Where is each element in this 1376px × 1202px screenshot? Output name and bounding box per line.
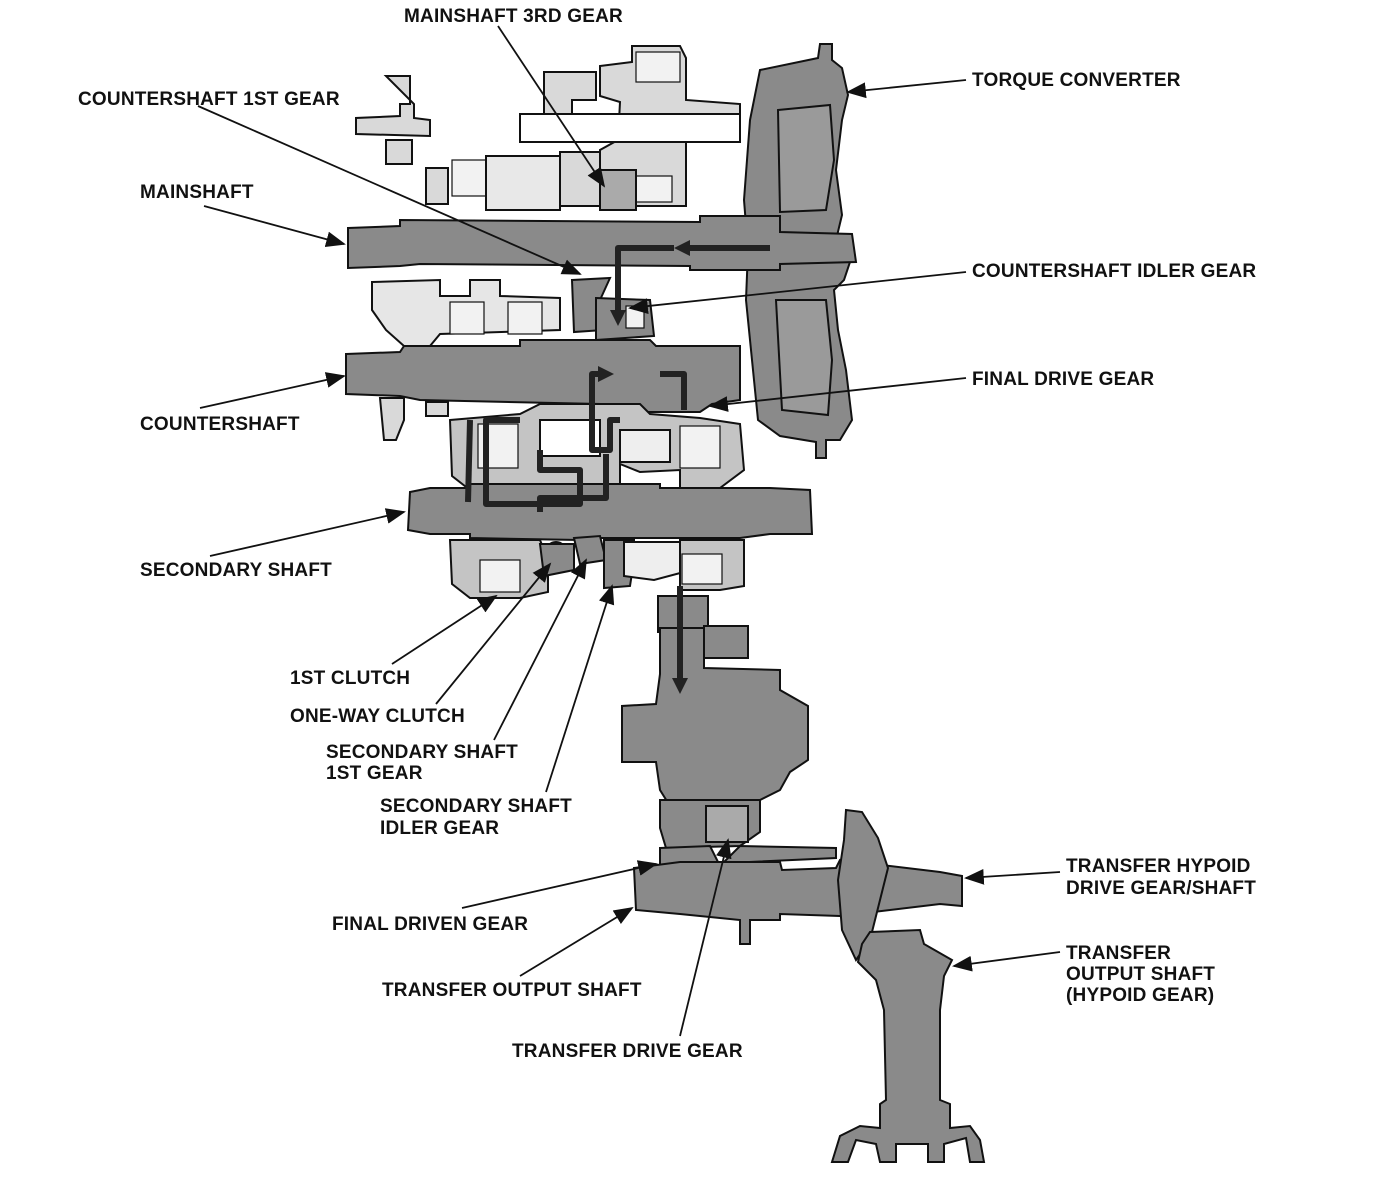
mainshaft xyxy=(347,215,858,271)
label-secondary-shaft-idler-gear-line1: SECONDARY SHAFT xyxy=(380,796,572,817)
differential-assembly xyxy=(621,595,837,868)
label-countershaft-idler-gear: COUNTERSHAFT IDLER GEAR xyxy=(972,261,1256,282)
leader-torque-converter xyxy=(846,79,967,99)
leader-transfer-output-hypoid xyxy=(952,951,1061,972)
leader-transfer-drive-gear xyxy=(679,838,732,1037)
label-countershaft-1st-gear: COUNTERSHAFT 1ST GEAR xyxy=(78,89,340,110)
label-1st-clutch: 1ST CLUTCH xyxy=(290,668,410,689)
first-clutch-assembly xyxy=(448,534,745,599)
countershaft-1st-gear xyxy=(355,75,431,165)
leader-1st-clutch xyxy=(391,594,498,665)
leader-countershaft-1st-gear xyxy=(197,105,582,275)
label-secondary-shaft-idler-gear-line2: IDLER GEAR xyxy=(380,818,499,839)
leader-lines xyxy=(197,25,1061,1037)
transfer-output-hypoid-shaft xyxy=(830,928,986,1163)
countershaft xyxy=(345,339,741,441)
leader-secondary-shaft xyxy=(209,508,406,557)
label-final-driven-gear: FINAL DRIVEN GEAR xyxy=(332,914,528,935)
label-transfer-output-hypoid-line3: (HYPOID GEAR) xyxy=(1066,985,1214,1006)
callout-labels: MAINSHAFT 3RD GEAR COUNTERSHAFT 1ST GEAR… xyxy=(78,6,1256,1062)
leader-final-driven-gear xyxy=(461,860,658,909)
label-transfer-output-shaft: TRANSFER OUTPUT SHAFT xyxy=(382,980,642,1001)
leader-one-way-clutch xyxy=(435,562,552,705)
leader-secondary-shaft-idler-gear xyxy=(545,584,615,793)
leader-mainshaft-3rd-gear xyxy=(497,25,606,188)
leader-countershaft xyxy=(199,372,346,409)
leader-countershaft-idler-gear xyxy=(628,271,967,314)
countershaft-clutch-assembly xyxy=(371,276,656,347)
label-transfer-output-hypoid-line2: OUTPUT SHAFT xyxy=(1066,964,1215,985)
power-flow-path xyxy=(465,240,770,694)
label-secondary-shaft-1st-gear-line2: 1ST GEAR xyxy=(326,763,423,784)
leader-secondary-shaft-1st-gear xyxy=(493,558,587,741)
mainshaft-clutch-assembly xyxy=(425,45,741,211)
label-transfer-hypoid-line1: TRANSFER HYPOID xyxy=(1066,856,1251,877)
label-transfer-output-hypoid-line1: TRANSFER xyxy=(1066,943,1171,964)
label-final-drive-gear: FINAL DRIVE GEAR xyxy=(972,369,1154,390)
leader-transfer-hypoid-drive-gear xyxy=(964,868,1061,885)
leader-final-drive-gear xyxy=(708,377,967,412)
label-mainshaft-3rd-gear: MAINSHAFT 3RD GEAR xyxy=(404,6,623,27)
label-transfer-hypoid-line2: DRIVE GEAR/SHAFT xyxy=(1066,878,1256,899)
label-secondary-shaft-1st-gear-line1: SECONDARY SHAFT xyxy=(326,742,518,763)
label-secondary-shaft: SECONDARY SHAFT xyxy=(140,560,332,581)
label-one-way-clutch: ONE-WAY CLUTCH xyxy=(290,706,465,727)
label-countershaft: COUNTERSHAFT xyxy=(140,414,300,435)
label-transfer-drive-gear: TRANSFER DRIVE GEAR xyxy=(512,1041,743,1062)
leader-transfer-output-shaft xyxy=(519,906,634,977)
leader-mainshaft xyxy=(203,205,346,247)
label-mainshaft: MAINSHAFT xyxy=(140,182,254,203)
label-torque-converter: TORQUE CONVERTER xyxy=(972,70,1181,91)
